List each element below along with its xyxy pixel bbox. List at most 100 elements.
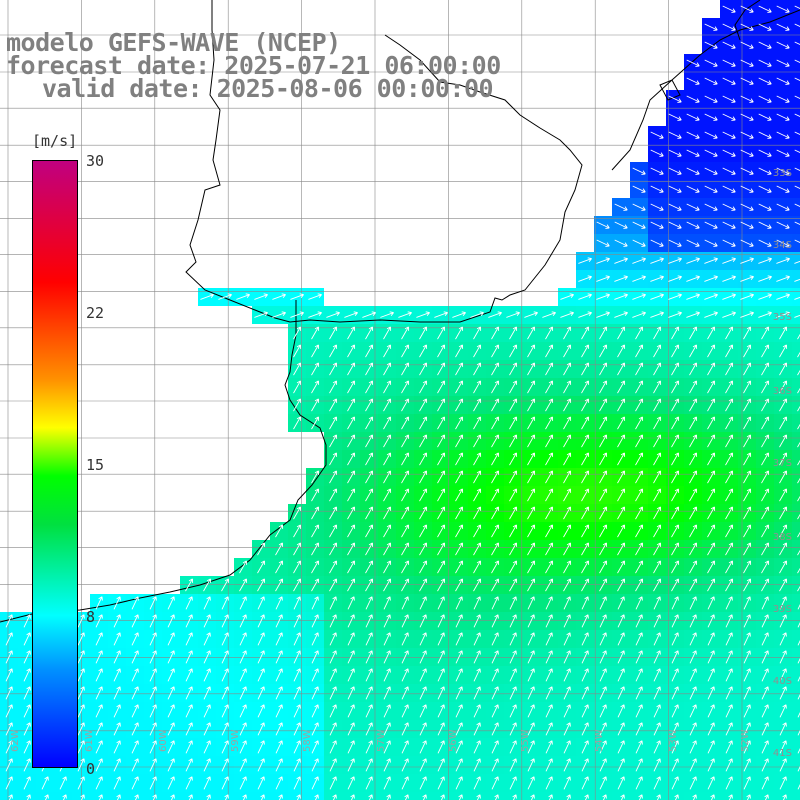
wind-arrow — [383, 326, 392, 340]
wind-arrow — [473, 596, 481, 610]
wind-arrow — [419, 596, 427, 610]
wind-arrow — [779, 614, 787, 628]
wind-arrow — [293, 650, 301, 664]
wind-arrow — [545, 614, 553, 628]
wind-arrow — [761, 722, 769, 736]
wind-arrow — [257, 758, 265, 772]
wind-arrow — [437, 362, 446, 376]
wind-arrow — [95, 740, 103, 754]
wind-cell — [378, 792, 396, 800]
wind-arrow — [530, 794, 535, 800]
wind-arrow — [617, 362, 626, 376]
wind-arrow — [491, 344, 500, 358]
wind-arrow — [527, 380, 536, 394]
lat-label: 35S — [772, 312, 792, 323]
wind-arrow — [401, 344, 410, 358]
wind-cell — [306, 792, 324, 800]
wind-arrow — [563, 506, 572, 520]
wind-arrow — [581, 470, 590, 484]
wind-arrow — [311, 668, 319, 682]
wind-arrow — [275, 632, 283, 646]
wind-arrow — [437, 722, 445, 736]
wind-arrow — [650, 221, 664, 229]
wind-arrow — [23, 632, 31, 646]
wind-arrow — [668, 221, 682, 229]
wind-arrow — [329, 560, 338, 574]
wind-arrow — [365, 668, 373, 682]
wind-arrow — [365, 704, 373, 718]
wind-arrow — [743, 524, 752, 538]
wind-arrow — [329, 614, 337, 628]
wind-arrow — [95, 704, 103, 718]
wind-arrow — [722, 23, 736, 31]
wind-arrow — [257, 632, 265, 646]
wind-arrow — [761, 776, 769, 790]
wind-arrow — [563, 542, 572, 556]
wind-arrow — [329, 434, 338, 448]
wind-arrow — [581, 542, 590, 556]
wind-arrow — [527, 506, 536, 520]
wind-arrow — [455, 506, 464, 520]
wind-arrow — [527, 344, 536, 358]
wind-arrow — [404, 794, 409, 800]
wind-arrow — [707, 452, 716, 466]
wind-arrow — [740, 59, 754, 67]
wind-arrow — [329, 542, 338, 556]
wind-arrow — [704, 167, 718, 175]
wind-arrow — [26, 794, 31, 800]
wind-arrow — [185, 722, 193, 736]
wind-cell — [252, 792, 270, 800]
wind-arrow — [794, 59, 800, 64]
wind-arrow — [383, 722, 391, 736]
wind-arrow — [617, 758, 625, 772]
wind-arrow — [635, 740, 643, 754]
wind-arrow — [365, 560, 374, 574]
wind-arrow — [581, 704, 589, 718]
wind-arrow — [491, 506, 500, 520]
wind-arrow — [365, 488, 374, 502]
wind-arrow — [725, 416, 734, 430]
wind-arrow — [743, 632, 751, 646]
wind-arrow — [509, 398, 518, 412]
wind-arrow — [221, 686, 229, 700]
wind-arrow — [779, 776, 787, 790]
wind-arrow — [44, 794, 49, 800]
wind-arrow — [686, 185, 700, 193]
wind-arrow — [167, 668, 175, 682]
wind-arrow — [473, 452, 482, 466]
wind-arrow — [527, 614, 535, 628]
wind-arrow — [722, 257, 736, 264]
wind-arrow — [347, 776, 355, 790]
wind-arrow — [419, 650, 427, 664]
wind-arrow — [761, 758, 769, 772]
wind-arrow — [455, 524, 464, 538]
wind-arrow — [131, 776, 139, 790]
wind-arrow — [581, 740, 589, 754]
wind-arrow — [293, 560, 302, 574]
wind-arrow — [293, 722, 301, 736]
wind-arrow — [383, 560, 392, 574]
wind-arrow — [776, 113, 790, 121]
wind-arrow — [275, 650, 283, 664]
wind-arrow — [617, 524, 626, 538]
wind-arrow — [221, 758, 229, 772]
wind-arrow — [758, 167, 772, 175]
wind-arrow — [221, 596, 229, 610]
wind-arrow — [527, 704, 535, 718]
wind-arrow — [668, 167, 682, 175]
wind-arrow — [470, 311, 484, 318]
wind-arrow — [722, 113, 736, 121]
wind-arrow — [617, 398, 626, 412]
wind-arrow — [725, 722, 733, 736]
wind-cell — [792, 108, 800, 126]
wind-arrow — [95, 614, 103, 628]
wind-arrow — [419, 380, 428, 394]
wind-arrow — [776, 239, 790, 247]
lon-label: 55W — [520, 729, 531, 752]
wind-arrow — [581, 416, 590, 430]
wind-arrow — [131, 668, 139, 682]
wind-arrow — [5, 704, 13, 718]
wind-cell — [540, 792, 558, 800]
wind-arrow — [704, 59, 718, 67]
wind-arrow — [758, 131, 772, 139]
